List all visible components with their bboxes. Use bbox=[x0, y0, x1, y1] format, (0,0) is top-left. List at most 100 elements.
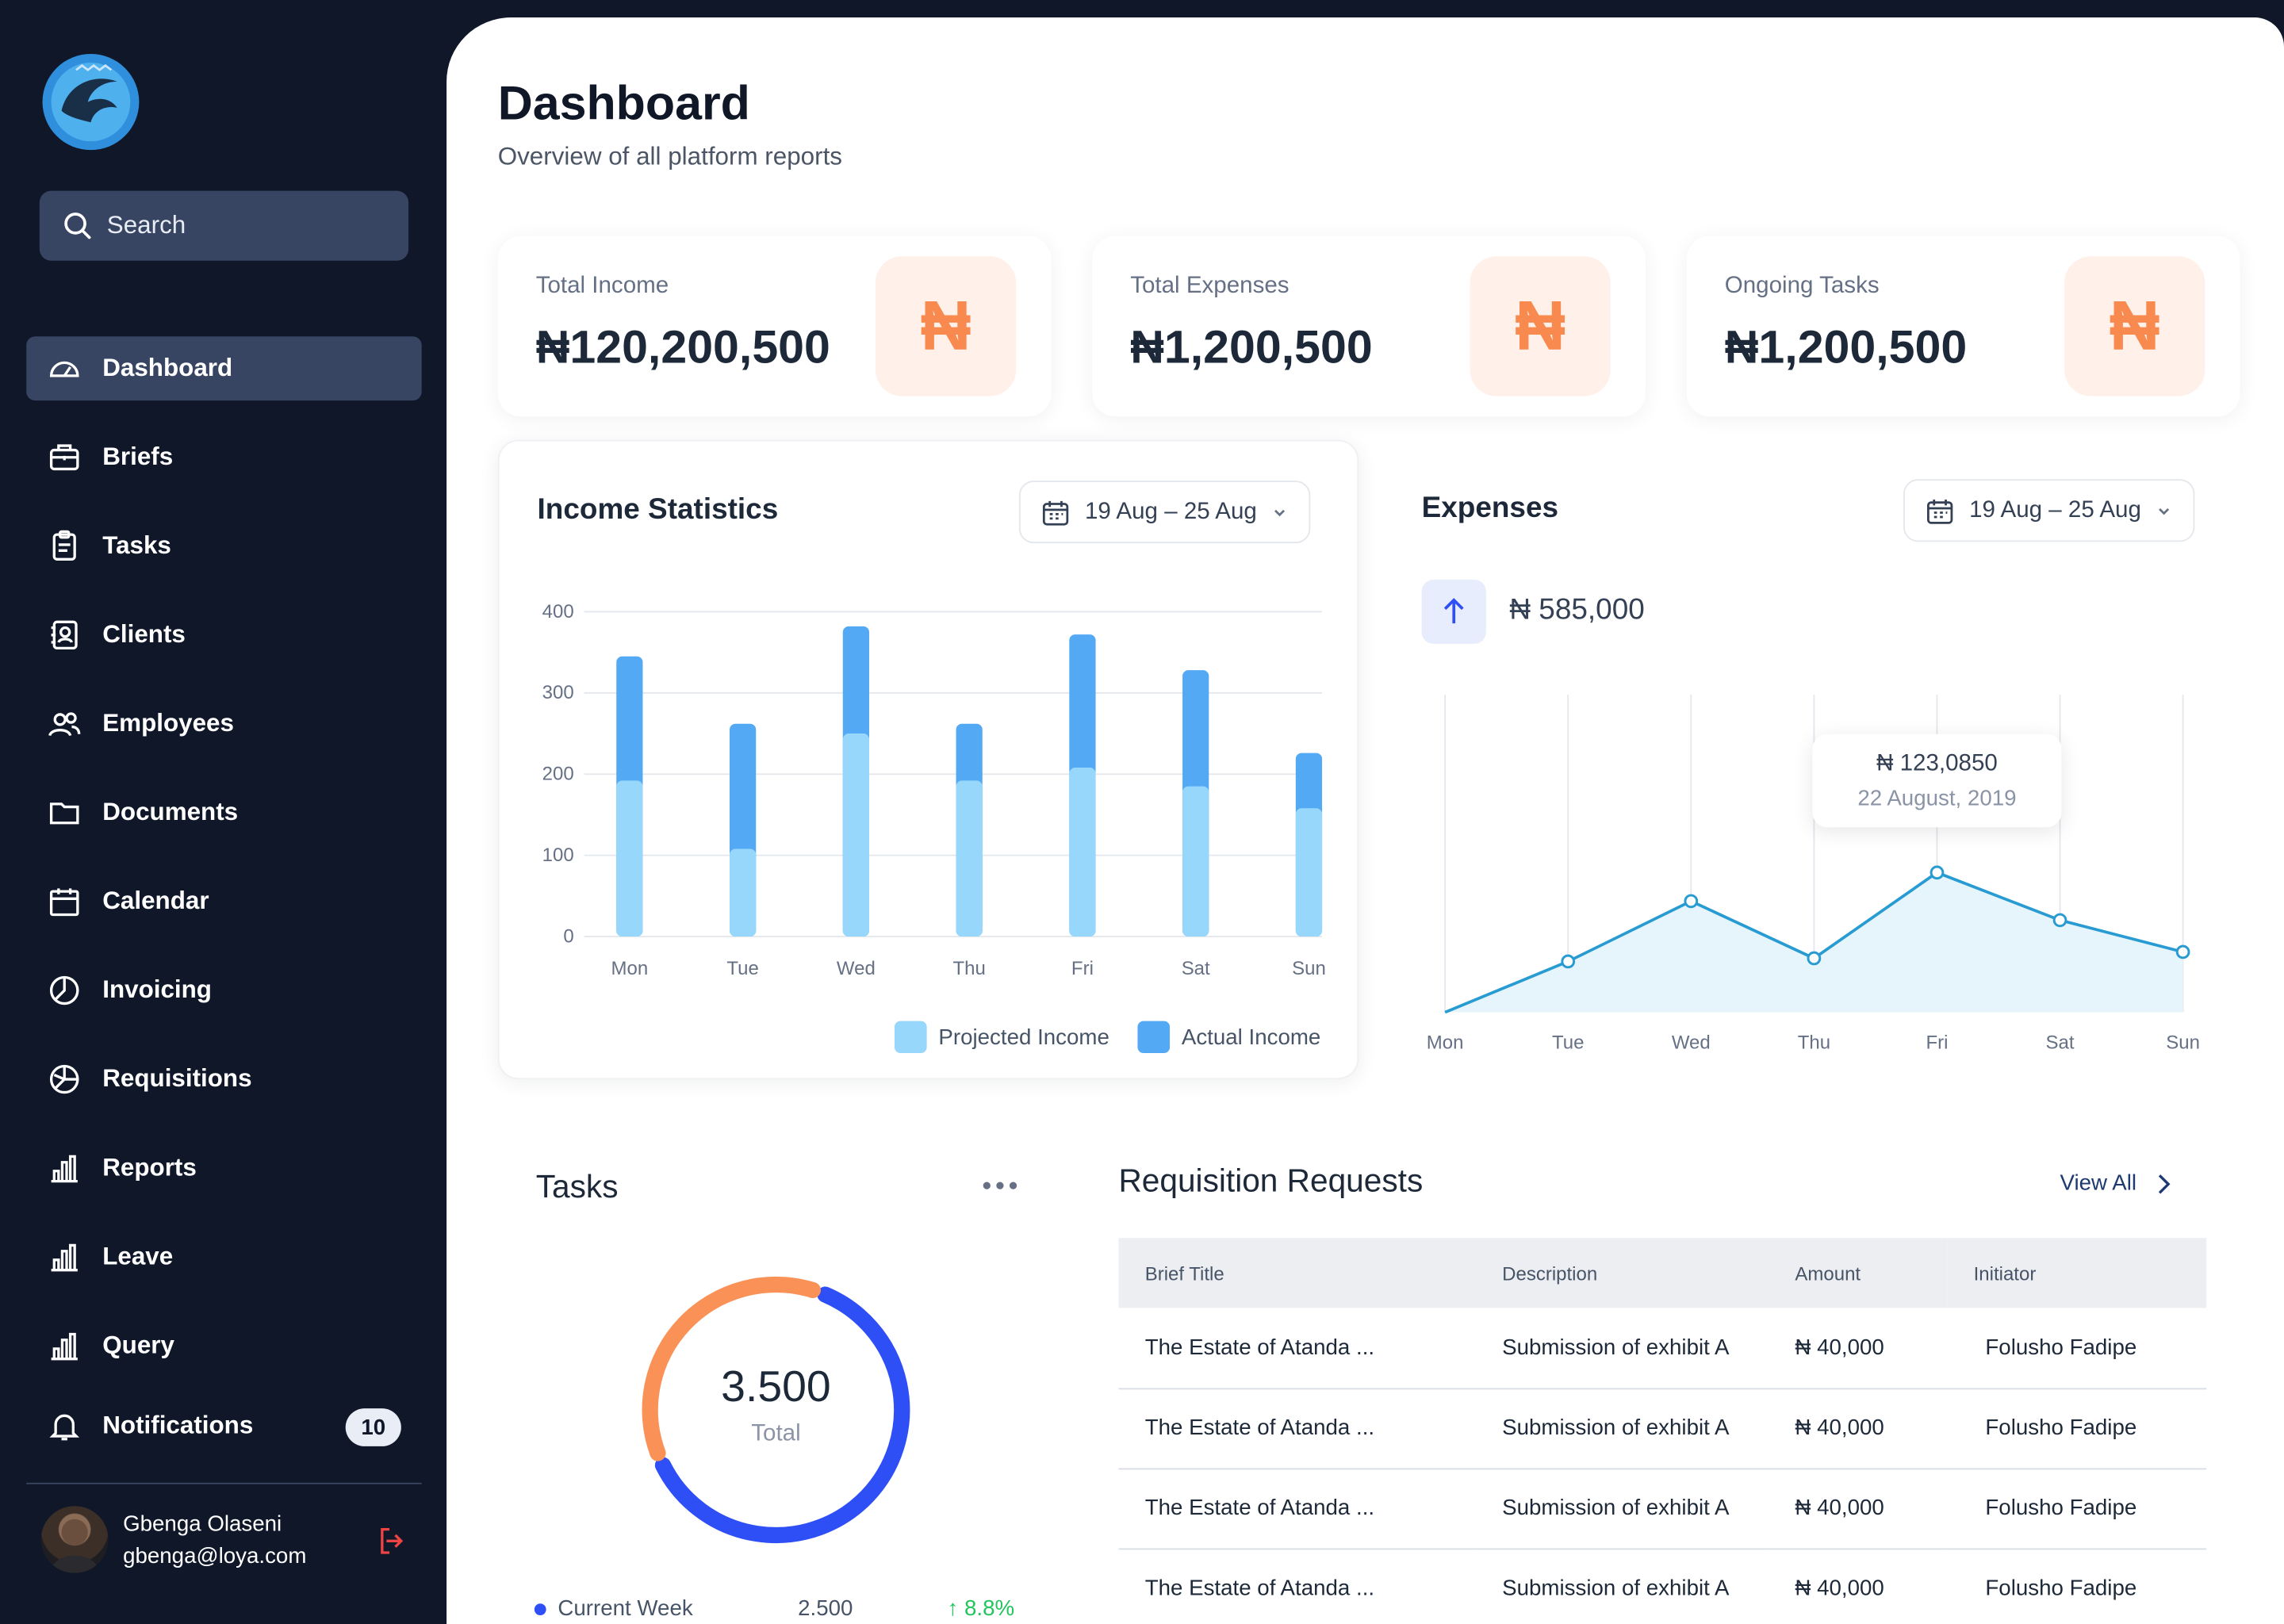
sidebar-item-label: Tasks bbox=[102, 531, 171, 560]
data-point[interactable] bbox=[1807, 951, 1822, 966]
tooltip-date: 22 August, 2019 bbox=[1857, 786, 2017, 812]
x-tick-label: Fri bbox=[1926, 1032, 1948, 1054]
calendar-icon bbox=[49, 888, 79, 917]
expenses-card: Expenses 19 Aug – 25 Aug ₦ 585,000 Mon Tu… bbox=[1383, 439, 2211, 1080]
sidebar-item-calendar[interactable]: Calendar bbox=[26, 870, 421, 934]
search-icon bbox=[64, 213, 91, 239]
naira-icon: ₦ bbox=[2064, 256, 2205, 396]
sidebar-item-requisitions[interactable]: Requisitions bbox=[26, 1048, 421, 1112]
sidebar-item-documents[interactable]: Documents bbox=[26, 781, 421, 845]
sidebar-item-label: Invoicing bbox=[102, 975, 212, 1004]
x-tick-label: Wed bbox=[1672, 1032, 1711, 1054]
chevron-down-icon bbox=[2159, 508, 2170, 515]
data-point[interactable] bbox=[1930, 865, 1945, 880]
sidebar-item-invoicing[interactable]: Invoicing bbox=[26, 959, 421, 1023]
data-point[interactable] bbox=[2175, 944, 2190, 959]
requisition-table: Brief Title Description Amount Initiator… bbox=[1118, 1238, 2207, 1624]
search-placeholder: Search bbox=[106, 211, 186, 239]
clipboard-icon bbox=[52, 530, 76, 561]
gauge-icon bbox=[49, 361, 79, 377]
bar-projected bbox=[616, 780, 643, 937]
more-options-icon[interactable] bbox=[981, 1180, 1019, 1192]
search-input[interactable]: Search bbox=[39, 190, 409, 261]
page-title: Dashboard bbox=[497, 75, 750, 130]
sidebar-item-leave[interactable]: Leave bbox=[26, 1225, 421, 1289]
x-tick-label: Tue bbox=[1552, 1032, 1584, 1054]
table-row[interactable]: The Estate of Atanda ... Submission of e… bbox=[1118, 1468, 2207, 1549]
income-date-range-select[interactable]: 19 Aug – 25 Aug bbox=[1018, 481, 1312, 544]
cell-brief-title: The Estate of Atanda ... bbox=[1118, 1388, 1476, 1469]
bar-projected bbox=[956, 780, 983, 937]
sidebar-item-label: Calendar bbox=[102, 887, 209, 915]
logout-icon[interactable] bbox=[375, 1523, 410, 1558]
x-tick-label: Mon bbox=[611, 958, 649, 979]
legend-swatch bbox=[1137, 1021, 1171, 1053]
kpi-card-total-income: Total Income ₦120,200,500 ₦ bbox=[497, 236, 1052, 417]
briefcase-icon bbox=[49, 444, 79, 471]
sidebar-item-briefs[interactable]: Briefs bbox=[26, 425, 421, 489]
income-bar-chart: 0 100 200 300 400 Mon Tue Wed Thu Fri Sat Sun bbox=[542, 601, 1326, 979]
sidebar-item-label: Documents bbox=[102, 798, 239, 826]
current-week-row: Current Week bbox=[534, 1596, 693, 1622]
trend-up-indicator bbox=[1421, 580, 1486, 644]
sidebar-item-label: Briefs bbox=[102, 442, 174, 471]
bar-chart-icon bbox=[51, 1155, 78, 1183]
bar-projected bbox=[729, 848, 757, 937]
current-week-value: 2.500 bbox=[798, 1596, 853, 1622]
sidebar-item-dashboard[interactable]: Dashboard bbox=[26, 336, 422, 401]
folder-icon bbox=[49, 802, 79, 825]
tasks-card: Tasks 3.500 Total bbox=[498, 1124, 1069, 1624]
view-all-link[interactable]: View All bbox=[2060, 1171, 2172, 1196]
legend-label: Actual Income bbox=[1181, 1025, 1321, 1050]
tasks-total-value: 3.500 bbox=[721, 1363, 831, 1411]
expenses-date-range: 19 Aug – 25 Aug bbox=[1969, 497, 2141, 523]
x-tick-label: Sat bbox=[1182, 958, 1210, 979]
user-profile[interactable]: Gbenga Olaseni gbenga@loya.com bbox=[40, 1506, 422, 1579]
cell-initiator: Folusho Fadipe bbox=[1985, 1576, 2137, 1602]
sidebar-item-label: Clients bbox=[102, 620, 186, 649]
x-tick-label: Sun bbox=[2166, 1032, 2200, 1054]
legend-projected: Projected Income bbox=[894, 1021, 1109, 1053]
donut-segment bbox=[642, 1276, 822, 1461]
data-point[interactable] bbox=[2052, 913, 2067, 928]
x-tick-label: Thu bbox=[952, 958, 985, 979]
data-point[interactable] bbox=[1561, 954, 1576, 969]
expenses-total: ₦ 585,000 bbox=[1509, 594, 1645, 626]
table-row[interactable]: The Estate of Atanda ... Submission of e… bbox=[1118, 1388, 2207, 1469]
bar-chart-icon bbox=[51, 1332, 78, 1361]
kpi-value: ₦1,200,500 bbox=[1724, 320, 1968, 373]
sidebar-item-notifications[interactable]: Notifications 10 bbox=[26, 1394, 421, 1458]
naira-icon: ₦ bbox=[875, 256, 1017, 396]
bar-projected bbox=[842, 733, 869, 937]
cell-amount: ₦ 40,000 bbox=[1769, 1308, 1948, 1389]
cell-brief-title: The Estate of Atanda ... bbox=[1144, 1576, 1375, 1602]
cell-description: Submission of exhibit A bbox=[1502, 1576, 1730, 1602]
user-email: gbenga@loya.com bbox=[123, 1543, 307, 1569]
income-statistics-title: Income Statistics bbox=[537, 493, 779, 527]
table-row[interactable]: The Estate of Atanda ... Submission of e… bbox=[1118, 1548, 2206, 1624]
income-statistics-card: Income Statistics 19 Aug – 25 Aug 0 100 20… bbox=[497, 439, 1359, 1080]
sidebar-item-employees[interactable]: Employees bbox=[26, 691, 421, 756]
y-tick-label: 200 bbox=[542, 764, 574, 785]
sidebar-item-tasks[interactable]: Tasks bbox=[26, 514, 421, 578]
pie-segments-icon bbox=[49, 1064, 79, 1094]
kpi-label: Total Expenses bbox=[1130, 274, 1290, 299]
cell-initiator: Folusho Fadipe bbox=[1947, 1308, 2207, 1389]
legend-label: Projected Income bbox=[938, 1025, 1109, 1050]
tooltip-value: ₦ 123,0850 bbox=[1876, 751, 1998, 776]
expenses-date-range-select[interactable]: 19 Aug – 25 Aug bbox=[1903, 479, 2196, 542]
table-row[interactable]: The Estate of Atanda ... Submission of e… bbox=[1118, 1308, 2207, 1389]
data-point[interactable] bbox=[1684, 894, 1699, 909]
x-tick-label: Fri bbox=[1071, 958, 1094, 979]
current-week-label: Current Week bbox=[558, 1596, 693, 1622]
sidebar-item-query[interactable]: Query bbox=[26, 1314, 421, 1378]
tasks-donut-chart bbox=[642, 1276, 910, 1544]
sidebar-item-reports[interactable]: Reports bbox=[26, 1136, 421, 1201]
cell-description: Submission of exhibit A bbox=[1475, 1308, 1769, 1389]
sidebar-item-label: Leave bbox=[102, 1242, 174, 1270]
column-header: Initiator bbox=[1947, 1238, 2207, 1308]
cell-brief-title: The Estate of Atanda ... bbox=[1118, 1468, 1476, 1549]
x-tick-label: Tue bbox=[726, 958, 758, 979]
notification-count-badge: 10 bbox=[345, 1408, 401, 1446]
sidebar-item-clients[interactable]: Clients bbox=[26, 603, 421, 667]
